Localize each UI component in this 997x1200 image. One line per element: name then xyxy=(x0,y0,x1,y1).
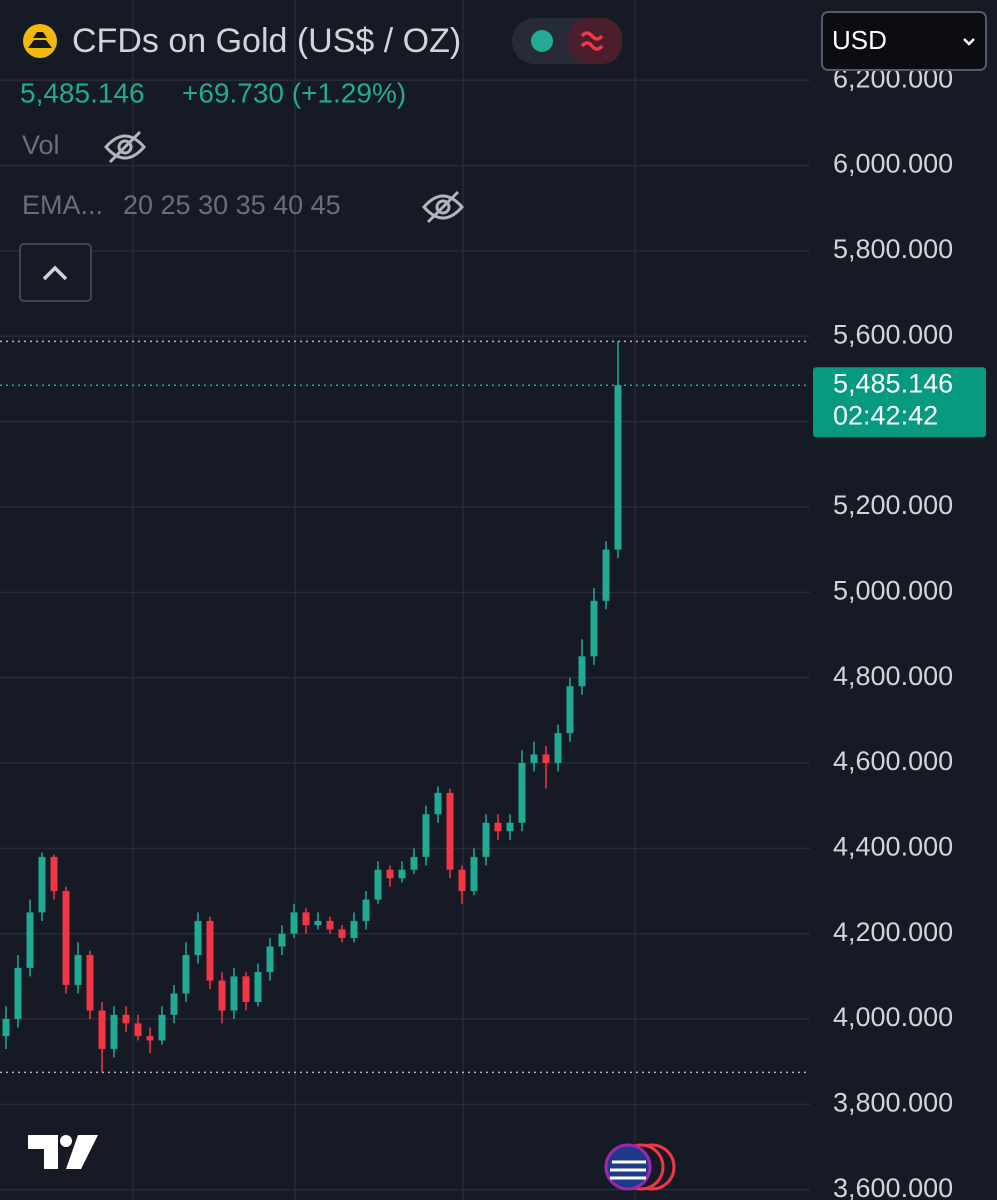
last-price-badge xyxy=(813,367,986,438)
last-price-label: 5,485.146 xyxy=(833,368,953,398)
market-open-dot xyxy=(531,30,553,52)
candle-body xyxy=(194,920,202,956)
candle-body xyxy=(38,856,46,913)
candle-body xyxy=(446,792,454,870)
time-grid xyxy=(132,0,636,1200)
candle-body xyxy=(86,955,94,1011)
candle-body xyxy=(98,1010,106,1049)
candle-body xyxy=(590,600,598,657)
candle-body xyxy=(578,656,586,687)
ema-params: 20 25 30 35 40 45 xyxy=(123,190,341,220)
candle-body xyxy=(398,869,406,879)
candle-body xyxy=(2,1019,10,1037)
candle-body xyxy=(614,385,622,550)
candle-body xyxy=(530,754,538,764)
y-tick-label: 4,600.000 xyxy=(833,746,953,776)
candle-body xyxy=(146,1036,154,1041)
candle-body xyxy=(206,920,214,981)
candle-body xyxy=(134,1023,142,1037)
candle-body xyxy=(566,686,574,734)
y-tick-label: 5,600.000 xyxy=(833,319,953,349)
candle-body xyxy=(326,920,334,930)
candle-body xyxy=(122,1014,130,1024)
y-tick-label: 4,400.000 xyxy=(833,831,953,861)
candle-body xyxy=(422,814,430,857)
collapse-chevron xyxy=(42,265,68,281)
delay-badge xyxy=(568,18,622,64)
candle-body xyxy=(434,792,442,815)
candle-body xyxy=(62,891,70,985)
collapse-button[interactable] xyxy=(19,243,92,302)
candle-body xyxy=(278,933,286,947)
hidden-eye-icon[interactable] xyxy=(422,190,464,224)
y-tick-label: 6,000.000 xyxy=(833,149,953,179)
y-tick-label: 3,600.000 xyxy=(833,1173,953,1200)
vol-label[interactable]: Vol xyxy=(22,130,60,160)
candle-body xyxy=(110,1014,118,1049)
delay-icon xyxy=(580,31,604,51)
candle-body xyxy=(50,856,58,892)
hidden-eye-icon[interactable] xyxy=(104,130,146,164)
candle-body xyxy=(182,955,190,994)
candle-body xyxy=(302,912,310,926)
candle-body xyxy=(350,920,358,938)
y-tick-label: 4,200.000 xyxy=(833,917,953,947)
countdown-label: 02:42:42 xyxy=(833,400,938,430)
candle-body xyxy=(506,822,514,832)
candle-body xyxy=(266,946,274,973)
candle-body xyxy=(494,822,502,832)
candle-body xyxy=(542,754,550,764)
currency-dropdown[interactable] xyxy=(821,11,987,71)
candle-body xyxy=(74,955,82,985)
symbol-title[interactable]: CFDs on Gold (US$ / OZ) xyxy=(72,22,461,60)
candle-body xyxy=(254,972,262,1002)
candle-body xyxy=(14,967,22,1020)
y-tick-label: 5,800.000 xyxy=(833,234,953,264)
candle-body xyxy=(458,869,466,892)
y-tick-label: 4,800.000 xyxy=(833,661,953,691)
event-icons[interactable] xyxy=(604,1143,676,1191)
tradingview-logo[interactable] xyxy=(28,1135,98,1169)
candle-body xyxy=(242,976,250,1002)
y-tick-label: 4,000.000 xyxy=(833,1002,953,1032)
symbol-icon-bars xyxy=(28,32,52,48)
y-tick-label: 5,200.000 xyxy=(833,490,953,520)
dropdown-chevron xyxy=(963,38,975,46)
candle-body xyxy=(362,899,370,921)
y-tick-label: 3,800.000 xyxy=(833,1088,953,1118)
candle-body xyxy=(518,763,526,823)
candle-body xyxy=(338,929,346,938)
candle-body xyxy=(26,912,34,968)
candle-body xyxy=(470,856,478,892)
candle-body xyxy=(314,920,322,926)
candle-body xyxy=(554,733,562,764)
candle-body xyxy=(158,1014,166,1041)
candle-body xyxy=(602,549,610,601)
candle-body xyxy=(374,869,382,900)
candle-body xyxy=(410,856,418,870)
candle-body xyxy=(482,822,490,857)
candle-body xyxy=(170,993,178,1015)
candle-body xyxy=(218,980,226,1011)
candle-body xyxy=(230,976,238,1011)
last-price: 5,485.146 xyxy=(20,77,145,108)
y-tick-label: 5,000.000 xyxy=(833,575,953,605)
currency-label: USD xyxy=(832,25,887,55)
candle-body xyxy=(290,912,298,934)
candle-body xyxy=(386,869,394,879)
price-change: +69.730 (+1.29%) xyxy=(182,77,406,108)
ema-label[interactable]: EMA... xyxy=(22,190,103,220)
